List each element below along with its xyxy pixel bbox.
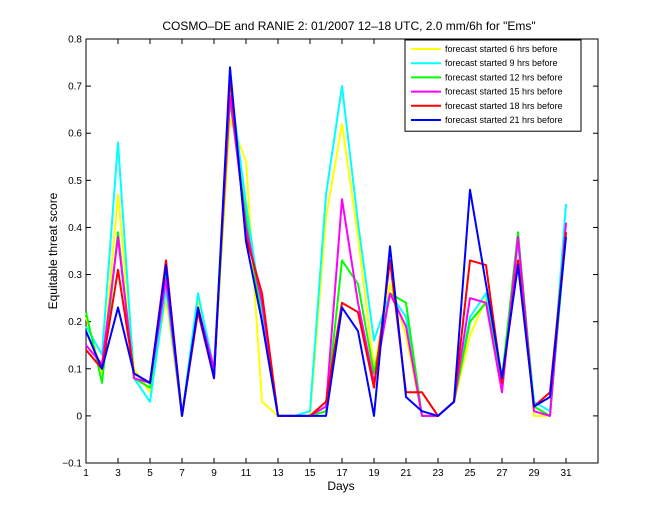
chart-title: COSMO–DE and RANIE 2: 01/2007 12–18 UTC,…: [162, 19, 535, 33]
x-tick-label: 3: [115, 468, 121, 479]
series-lines: [85, 66, 567, 417]
series-line-5: [85, 75, 567, 417]
series-line-6: [85, 66, 567, 417]
x-axis-label: Days: [327, 479, 354, 493]
y-tick-label: 0.4: [68, 223, 82, 234]
x-tick-label: 9: [211, 468, 217, 479]
x-tick-label: 19: [368, 468, 380, 479]
x-tick-label: 13: [272, 468, 284, 479]
y-tick-label: 0.8: [68, 35, 82, 46]
y-tick-label: 0.3: [68, 270, 82, 281]
x-tick-label: 5: [147, 468, 153, 479]
y-axis-ticks: −0.1 0 0.1 0.2 0.3 0.4 0.5 0.6 0.7 0.8: [62, 35, 598, 470]
x-tick-label: 25: [464, 468, 476, 479]
x-tick-label: 17: [336, 468, 348, 479]
legend-label: forecast started 9 hrs before: [445, 58, 558, 68]
legend-label: forecast started 6 hrs before: [445, 44, 558, 54]
x-tick-label: 21: [400, 468, 412, 479]
legend-label: forecast started 15 hrs before: [445, 87, 563, 97]
y-tick-label: 0.1: [68, 364, 82, 375]
y-axis-label: Equitable threat score: [46, 192, 60, 309]
legend: forecast started 6 hrs before forecast st…: [404, 39, 582, 132]
y-tick-label: −0.1: [62, 459, 82, 470]
x-axis-ticks: 1 3 5 7 9 11 13 15 17 19 21 23 25 27 29 31: [83, 39, 572, 479]
x-tick-label: 31: [560, 468, 572, 479]
x-tick-label: 11: [241, 468, 252, 479]
y-tick-label: 0.7: [68, 82, 82, 93]
y-tick-label: 0: [76, 411, 82, 422]
x-tick-label: 27: [496, 468, 508, 479]
x-tick-label: 1: [83, 468, 89, 479]
x-tick-label: 7: [179, 468, 185, 479]
series-line-4: [85, 94, 567, 417]
legend-label: forecast started 18 hrs before: [445, 101, 563, 111]
y-tick-label: 0.2: [68, 317, 82, 328]
y-tick-label: 0.5: [68, 176, 82, 187]
legend-label: forecast started 12 hrs before: [445, 72, 563, 82]
y-tick-label: 0.6: [68, 129, 82, 140]
legend-label: forecast started 21 hrs before: [445, 115, 563, 125]
legend-box: [404, 39, 582, 132]
x-tick-label: 29: [528, 468, 540, 479]
x-tick-label: 15: [304, 468, 316, 479]
series-line-2: [85, 80, 567, 417]
x-tick-label: 23: [432, 468, 444, 479]
